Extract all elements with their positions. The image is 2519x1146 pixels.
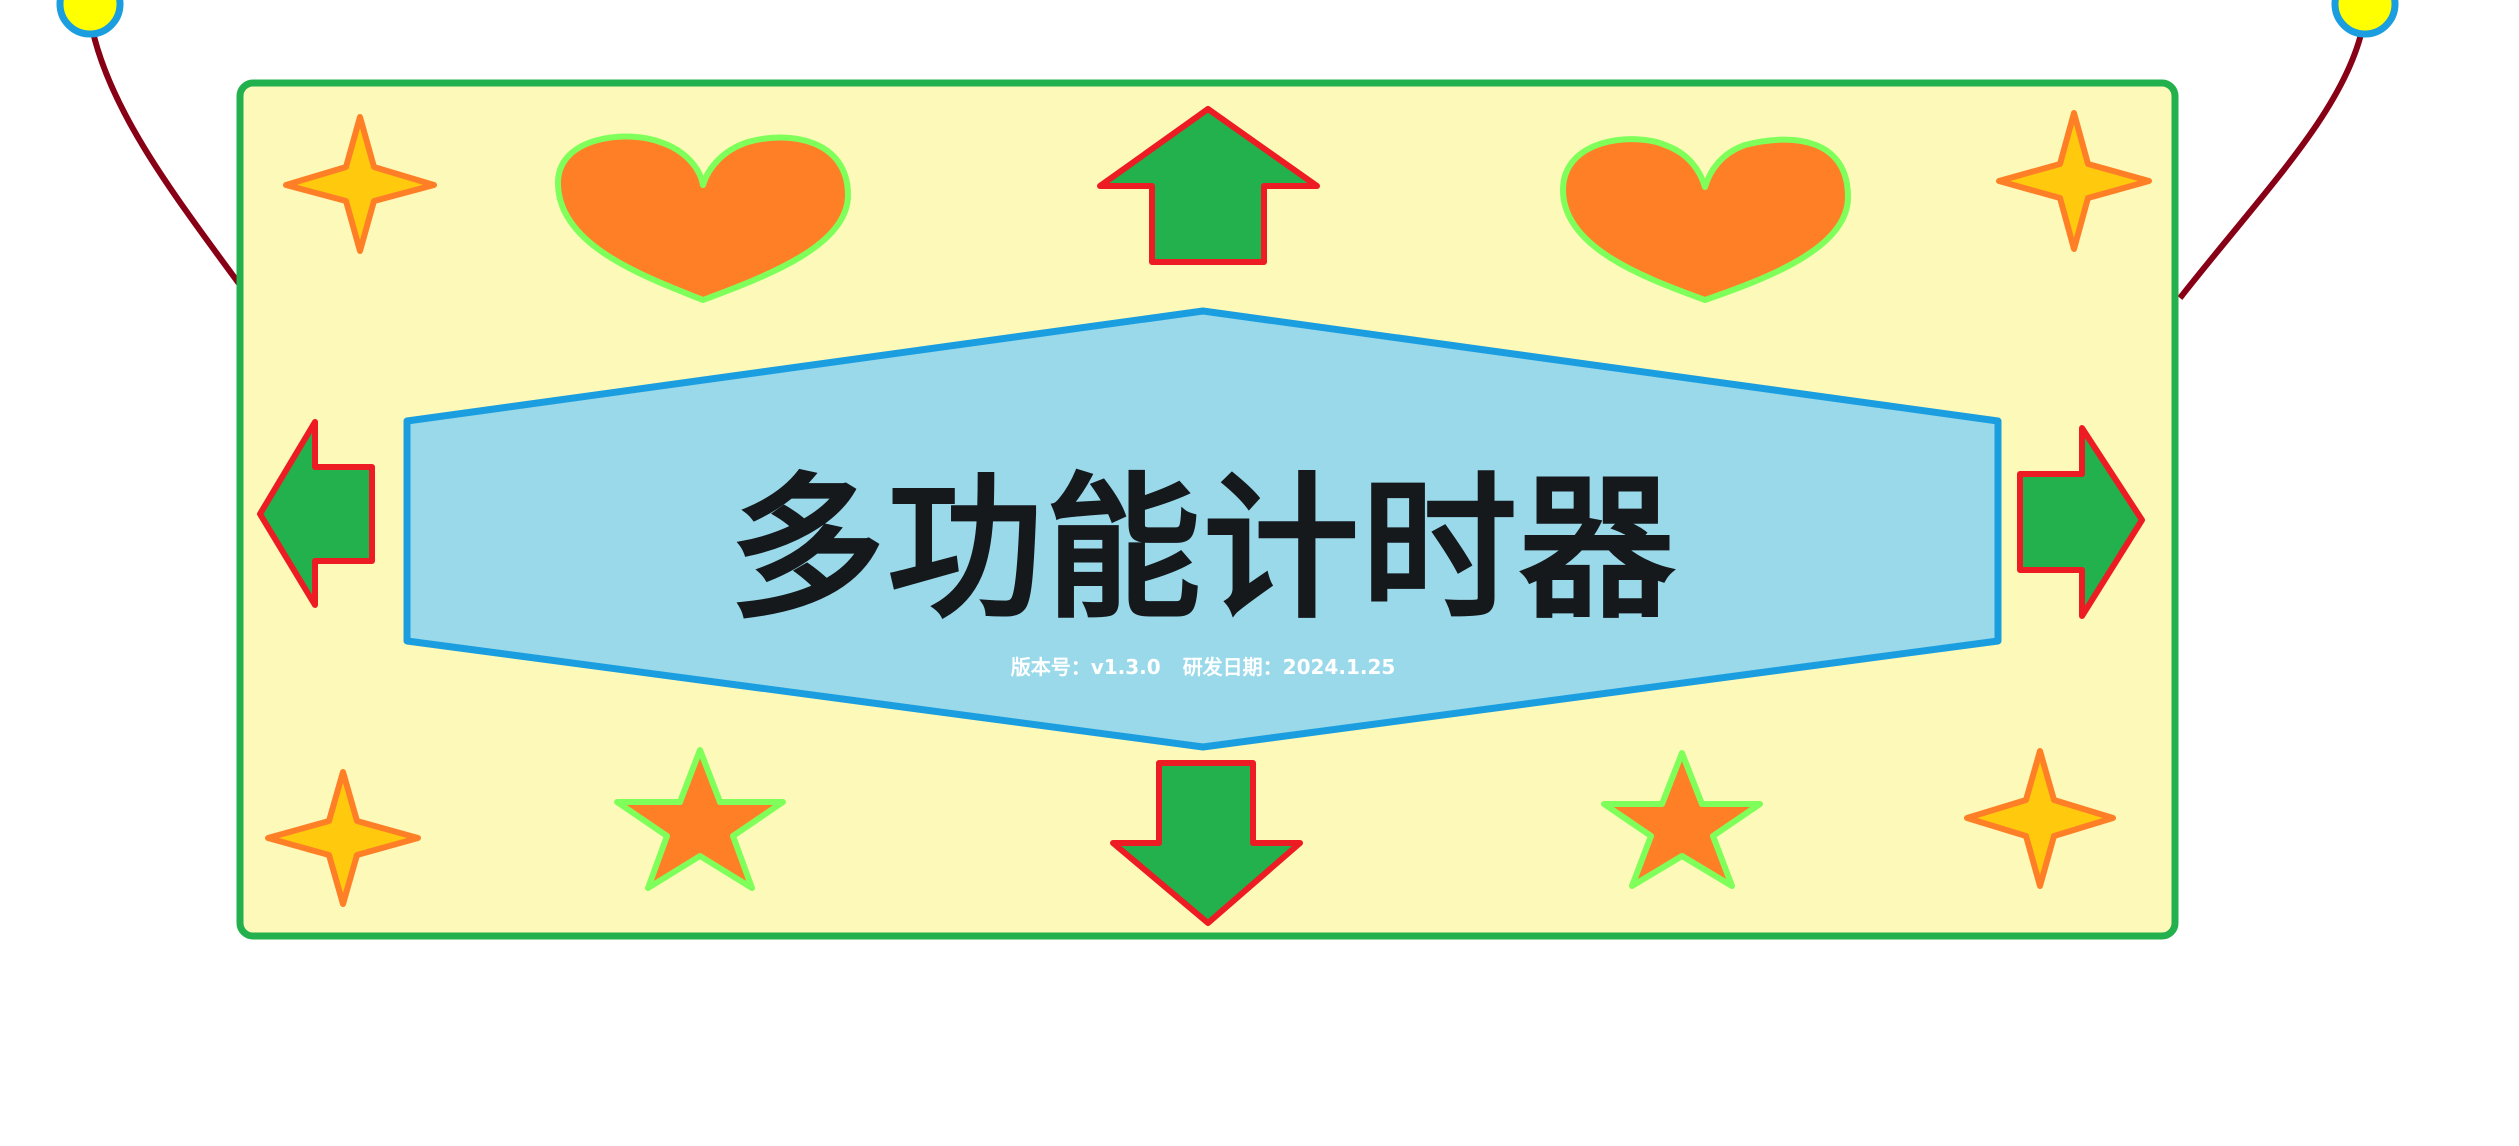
arrow-right-icon [2017, 425, 2145, 619]
title-plate [403, 307, 2002, 751]
pin-icon [56, 0, 124, 38]
heart-icon [1560, 136, 1851, 303]
release-date-label: 研发日期：2024.1.25 [1182, 654, 1396, 679]
arrow-down-icon [1110, 760, 1303, 926]
hanging-string-right [2177, 25, 2366, 300]
sparkle-icon [1996, 110, 2152, 252]
heart-icon [554, 133, 851, 303]
arrow-up-icon [1097, 106, 1320, 265]
sparkle-icon [283, 114, 437, 254]
arrow-left-icon [257, 419, 375, 608]
version-label: 版本号：v1.3.0 [1010, 654, 1161, 679]
sparkle-icon [1964, 748, 2116, 889]
pin-icon [2331, 0, 2399, 38]
star-icon [1601, 750, 1763, 889]
app-title: 多功能计时器 [729, 458, 1677, 640]
sparkle-icon [265, 769, 421, 907]
version-info: 版本号：v1.3.0 研发日期：2024.1.25 [903, 650, 1503, 680]
star-icon [614, 747, 786, 891]
hanging-string-left [89, 27, 243, 287]
